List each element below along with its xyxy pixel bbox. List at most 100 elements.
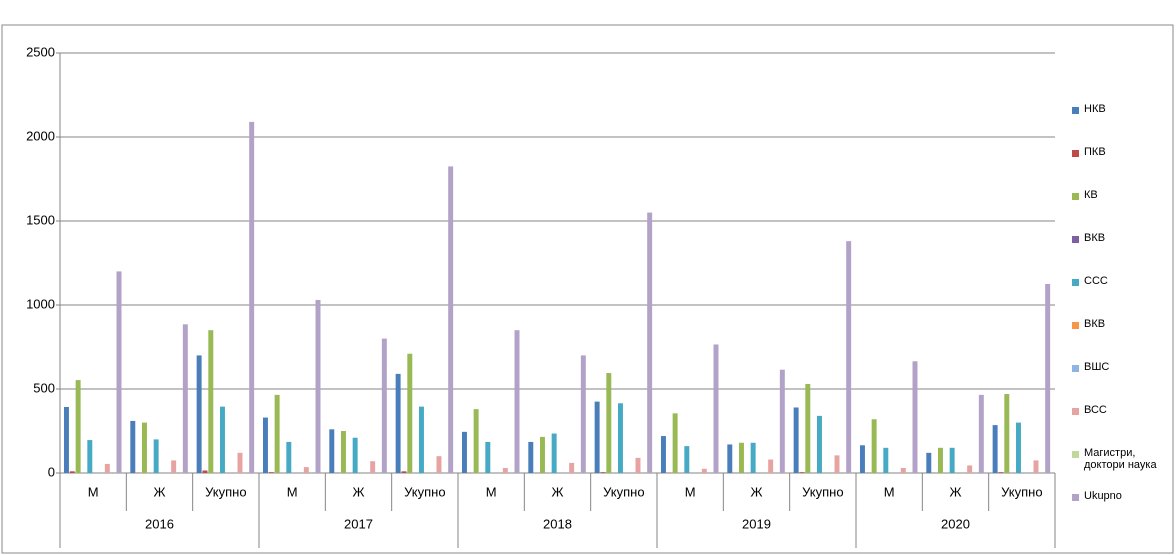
bar — [926, 452, 932, 473]
legend-label: НКВ — [1084, 103, 1106, 115]
bar — [262, 417, 268, 473]
bar — [69, 471, 75, 473]
bar — [485, 441, 491, 473]
x-tick-label: Ж — [551, 484, 563, 499]
bar — [859, 445, 865, 473]
legend-item: ВСС — [1072, 404, 1172, 447]
group-label: 2017 — [344, 516, 373, 531]
legend-label: КВ — [1084, 189, 1098, 201]
legend-swatch — [1072, 494, 1079, 501]
x-tick-label: М — [287, 484, 298, 499]
x-tick-label: М — [884, 484, 895, 499]
bar — [286, 441, 292, 473]
bar — [418, 406, 424, 473]
bar — [130, 420, 136, 473]
bar — [381, 338, 387, 473]
bar — [992, 425, 998, 473]
bar — [660, 436, 666, 473]
bar — [569, 462, 575, 473]
x-tick-label: Укупно — [404, 484, 445, 499]
legend-item: ВШС — [1072, 361, 1172, 404]
bar — [395, 373, 401, 473]
x-tick-label: Укупно — [205, 484, 246, 499]
bar — [436, 456, 442, 473]
x-tick-label: Укупно — [802, 484, 843, 499]
bar — [407, 353, 413, 473]
bar — [672, 413, 678, 473]
bar — [635, 457, 641, 473]
legend-swatch — [1072, 150, 1079, 157]
bar — [617, 403, 623, 473]
legend: НКВ ПКВ КВ ВКВ ССС ВКВ ВШС ВСС Магистри, доктори… — [1072, 103, 1172, 533]
legend-label: ВШС — [1084, 361, 1110, 373]
x-tick-label: Ж — [153, 484, 165, 499]
bar — [768, 459, 774, 473]
bar — [779, 369, 785, 473]
y-tick-label: 2500 — [26, 44, 55, 59]
bar — [834, 455, 840, 473]
x-tick-label: Укупно — [603, 484, 644, 499]
bar — [1015, 422, 1021, 473]
x-tick-label: М — [88, 484, 99, 499]
bar — [871, 419, 877, 473]
legend-label: ПКВ — [1084, 146, 1106, 158]
bar — [141, 422, 147, 473]
bar — [805, 383, 811, 473]
bar — [153, 439, 159, 473]
legend-swatch — [1072, 193, 1079, 200]
bar — [883, 447, 889, 473]
bar — [1033, 460, 1039, 473]
bar — [202, 470, 208, 473]
chart-frame — [1, 24, 1174, 554]
x-tick-label: Ж — [352, 484, 364, 499]
bar — [937, 447, 943, 473]
bar — [249, 121, 255, 473]
x-tick-label: Ж — [750, 484, 762, 499]
legend-item: КВ — [1072, 189, 1172, 232]
bar — [208, 330, 214, 473]
bar — [594, 401, 600, 473]
bar — [352, 437, 358, 473]
legend-swatch — [1072, 408, 1079, 415]
y-tick-label: 1500 — [26, 212, 55, 227]
bar — [600, 472, 606, 473]
bar — [528, 441, 534, 473]
bar — [701, 468, 707, 473]
bar — [461, 431, 467, 473]
bar — [237, 452, 243, 473]
bar — [370, 461, 376, 473]
bar — [104, 463, 110, 473]
bar — [268, 472, 274, 473]
bar — [473, 409, 479, 473]
group-label: 2020 — [941, 516, 970, 531]
y-tick-label: 500 — [33, 380, 55, 395]
bar — [551, 433, 557, 473]
legend-item: ВКВ — [1072, 318, 1172, 361]
bar — [219, 406, 225, 473]
legend-swatch — [1072, 107, 1079, 114]
legend-swatch — [1072, 279, 1079, 286]
x-tick-label: М — [486, 484, 497, 499]
legend-swatch — [1072, 236, 1079, 243]
legend-label: ВКВ — [1084, 232, 1106, 244]
y-tick-label: 0 — [48, 464, 55, 479]
x-tick-label: Ж — [949, 484, 961, 499]
legend-label: ВСС — [1084, 404, 1107, 416]
legend-item: ПКВ — [1072, 146, 1172, 189]
bar — [340, 431, 346, 473]
legend-item: ССС — [1072, 275, 1172, 318]
legend-label: ССС — [1084, 275, 1108, 287]
legend-swatch — [1072, 365, 1079, 372]
bar — [900, 467, 906, 473]
legend-item: Магистри, доктори наука — [1072, 447, 1172, 490]
bar — [750, 442, 756, 473]
bar — [684, 446, 690, 473]
bar — [1045, 284, 1051, 473]
legend-label: ВКВ — [1084, 318, 1106, 330]
bar — [75, 380, 81, 473]
bar — [171, 460, 177, 473]
bar — [580, 355, 586, 473]
legend-label: Ukupno — [1084, 490, 1122, 502]
legend-item: ВКВ — [1072, 232, 1172, 275]
